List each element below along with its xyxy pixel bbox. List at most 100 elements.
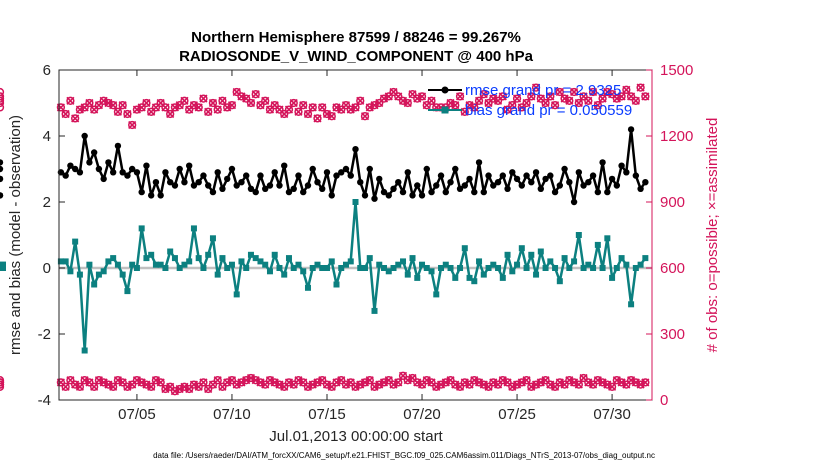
- bias-point: [228, 261, 235, 268]
- bias-point: [285, 255, 292, 262]
- rmse-point: [0, 165, 4, 173]
- obs-possible-point: [147, 107, 156, 116]
- obs-assimilated-point: [284, 378, 294, 387]
- rmse-point: [366, 165, 373, 173]
- rmse-point: [290, 185, 297, 192]
- bias-point: [461, 245, 468, 252]
- rmse-point: [532, 169, 540, 176]
- obs-assimilated-point: [527, 382, 536, 391]
- bias-point: [542, 265, 549, 271]
- obs-assimilated-point: [551, 101, 560, 110]
- bias-point: [276, 265, 283, 271]
- bias-point: [328, 258, 335, 265]
- obs-possible-point: [579, 373, 588, 383]
- obs-possible-point: [85, 98, 94, 108]
- obs-assimilated-point: [270, 378, 279, 387]
- obs-assimilated-point: [242, 376, 251, 385]
- obs-assimilated-point: [332, 103, 341, 112]
- bias-point: [295, 261, 302, 268]
- obs-assimilated-point: [574, 380, 583, 389]
- obs-assimilated-point: [612, 94, 621, 103]
- obs-assimilated-point: [251, 90, 260, 99]
- bias-point: [138, 225, 145, 232]
- rmse-point: [342, 165, 350, 173]
- obs-assimilated-point: [470, 376, 479, 385]
- obs-assimilated-point: [289, 98, 298, 108]
- x-tick-label: 07/20: [403, 406, 441, 423]
- rmse-point: [238, 179, 245, 186]
- bias-point: [642, 255, 649, 262]
- obs-assimilated-point: [636, 83, 645, 92]
- obs-possible-point: [636, 83, 645, 92]
- rmse-point: [62, 172, 69, 179]
- rmse-point: [642, 179, 649, 186]
- bias-point: [143, 255, 150, 262]
- obs-assimilated-point: [379, 94, 389, 103]
- bias-point: [485, 265, 492, 271]
- rmse-point: [376, 175, 383, 183]
- obs-assimilated-point: [436, 380, 446, 389]
- obs-assimilated-point: [90, 382, 99, 391]
- obs-assimilated-point: [275, 380, 284, 389]
- obs-assimilated-point: [603, 380, 612, 389]
- obs-assimilated-point: [641, 92, 650, 101]
- bias-point: [338, 265, 345, 271]
- bias-point: [395, 261, 402, 268]
- obs-possible-point: [0, 92, 5, 101]
- obs-possible-point: [584, 96, 593, 105]
- obs-assimilated-point: [360, 112, 370, 121]
- obs-possible-point: [256, 101, 265, 110]
- bias-point: [76, 271, 83, 278]
- bias-point: [523, 265, 530, 271]
- obs-assimilated-point: [294, 107, 303, 116]
- obs-possible-point: [498, 92, 507, 101]
- obs-assimilated-point: [365, 103, 374, 112]
- rmse-point: [537, 185, 545, 192]
- rmse-point: [637, 185, 644, 192]
- bias-point: [167, 248, 174, 255]
- y-right-tick-label: 900: [660, 194, 685, 211]
- rmse-point: [547, 172, 554, 179]
- obs-assimilated-point: [322, 109, 332, 119]
- bias-point: [585, 261, 592, 268]
- rmse-point: [247, 185, 255, 192]
- rmse-point: [319, 185, 326, 192]
- obs-possible-point: [66, 376, 75, 385]
- obs-possible-point: [398, 371, 408, 380]
- obs-assimilated-point: [313, 378, 322, 387]
- obs-possible-point: [588, 87, 598, 97]
- bias-point: [533, 271, 540, 278]
- bias-point: [466, 274, 473, 281]
- obs-assimilated-point: [403, 98, 412, 108]
- rmse-point: [333, 172, 340, 179]
- y-left-tick-label: 6: [43, 62, 51, 79]
- bias-point: [86, 261, 93, 268]
- obs-possible-point: [204, 384, 213, 394]
- data-file-footnote: data file: /Users/raeder/DAI/ATM_forcXX/…: [153, 451, 655, 460]
- obs-assimilated-point: [465, 101, 474, 110]
- obs-possible-point: [0, 378, 5, 387]
- obs-possible-point: [56, 378, 66, 387]
- obs-assimilated-point: [199, 378, 208, 387]
- obs-assimilated-point: [327, 112, 336, 121]
- rmse-point: [338, 169, 345, 176]
- obs-assimilated-point: [598, 94, 607, 103]
- rmse-point: [599, 159, 606, 166]
- rmse-point: [528, 179, 535, 186]
- bias-point: [205, 251, 212, 258]
- obs-possible-point: [161, 103, 170, 112]
- bias-point: [91, 281, 98, 288]
- obs-assimilated-point: [142, 98, 151, 108]
- obs-assimilated-point: [256, 378, 265, 387]
- obs-assimilated-point: [598, 378, 607, 387]
- rmse-point: [90, 149, 98, 156]
- rmse-point: [594, 188, 602, 196]
- obs-assimilated-point: [617, 378, 626, 387]
- bias-point: [371, 307, 378, 314]
- bias-point: [171, 255, 178, 262]
- obs-possible-point: [341, 101, 351, 110]
- y-left-tick-label: -4: [38, 392, 51, 409]
- rmse-point: [314, 179, 321, 186]
- obs-assimilated-point: [113, 376, 122, 385]
